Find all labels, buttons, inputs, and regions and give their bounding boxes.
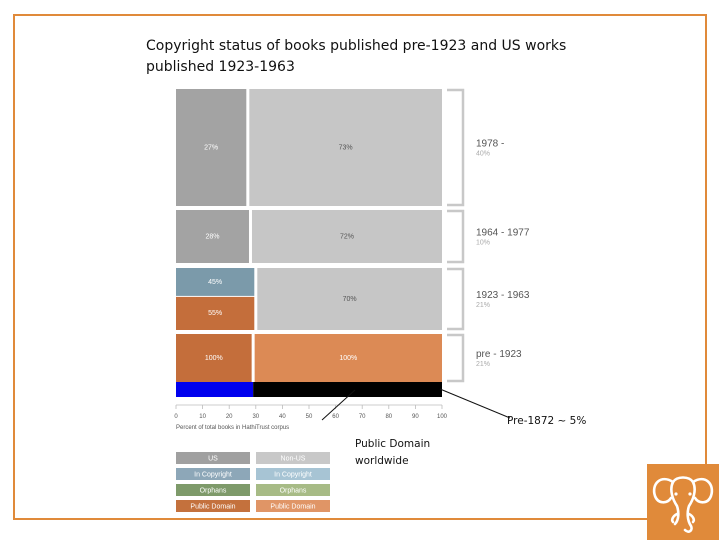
share-label: 21% [476, 361, 490, 368]
pre1872-bar [176, 382, 254, 397]
mosaic-segment [249, 89, 442, 206]
group-bracket [447, 88, 465, 207]
segment-label: 100% [339, 355, 357, 362]
x-tick-label: 100 [437, 414, 448, 420]
mosaic-segment [176, 89, 247, 206]
mosaic-sub-segment [176, 268, 255, 296]
slide-title-line-1: Copyright status of books published pre-… [146, 38, 567, 54]
hathitrust-elephant-logo [647, 464, 719, 540]
slide-frame [13, 14, 707, 520]
x-tick-label: 70 [359, 414, 366, 420]
group-bracket [447, 209, 465, 264]
x-tick-label: 10 [199, 414, 206, 420]
mosaic-segment [254, 334, 442, 382]
legend-swatch [256, 468, 330, 480]
share-label: 21% [476, 302, 490, 309]
legend-label: Public Domain [190, 504, 235, 511]
segment-label: 55% [208, 310, 222, 317]
period-label: 1978 - [476, 139, 504, 150]
x-tick-label: 60 [332, 414, 339, 420]
public-domain-note-line-2: worldwide [355, 455, 409, 467]
x-tick-label: 90 [412, 414, 419, 420]
x-tick-label: 20 [226, 414, 233, 420]
mosaic-segment [251, 210, 442, 263]
legend-label: In Copyright [274, 472, 312, 479]
mosaic-segment [176, 334, 252, 382]
public-domain-note-line-1: Public Domain [355, 438, 430, 450]
segment-label: 27% [204, 145, 218, 152]
x-tick-label: 80 [385, 414, 392, 420]
public-domain-pointer-line [321, 389, 356, 421]
group-brackets [447, 88, 465, 383]
mosaic-segment [176, 210, 249, 263]
slide-title: Copyright status of books published pre-… [146, 36, 616, 78]
share-label: 10% [476, 240, 490, 247]
public-domain-worldwide-bar [253, 382, 442, 397]
legend-swatch [176, 484, 250, 496]
legend-swatch [256, 500, 330, 512]
x-tick-label: 50 [306, 414, 313, 420]
legend: US Non-US In Copyright In Copyright Orphans O… [176, 452, 330, 512]
chart-bars: 27% 73% 28% 72% 45% 55% 70% 100% 100% [176, 89, 442, 382]
x-tick-label: 30 [252, 414, 259, 420]
x-tick-label: 0 [174, 414, 178, 420]
mosaic-segment [257, 268, 442, 330]
legend-label: Orphans [200, 488, 227, 495]
group-bracket [447, 267, 465, 331]
legend-swatch [256, 452, 330, 464]
segment-label: 45% [208, 279, 222, 286]
legend-label: US [208, 456, 218, 463]
x-tick-label: 40 [279, 414, 286, 420]
x-axis-label: Percent of total books in HathiTrust cor… [176, 425, 289, 431]
legend-swatch [256, 484, 330, 496]
segment-label: 28% [205, 234, 219, 241]
legend-swatch [176, 468, 250, 480]
legend-label: Public Domain [270, 504, 315, 511]
period-label: pre - 1923 [476, 349, 522, 360]
pre1872-pointer-line [439, 388, 511, 419]
x-axis: 0 10 20 30 40 50 60 70 80 90 100 [174, 404, 448, 420]
slide-title-line-2: published 1923-1963 [146, 59, 295, 75]
pre1872-note: Pre-1872 ~ 5% [507, 415, 586, 427]
legend-swatch [176, 452, 250, 464]
legend-swatch [176, 500, 250, 512]
segment-label: 100% [205, 355, 223, 362]
segment-label: 70% [343, 296, 357, 303]
period-label: 1923 - 1963 [476, 290, 530, 301]
elephant-icon [652, 476, 714, 533]
period-label: 1964 - 1977 [476, 228, 530, 239]
legend-label: Non-US [281, 456, 306, 463]
legend-label: In Copyright [194, 472, 232, 479]
group-bracket [447, 333, 465, 383]
share-label: 40% [476, 151, 490, 158]
mosaic-sub-segment [176, 296, 255, 330]
segment-label: 72% [340, 234, 354, 241]
legend-label: Orphans [280, 488, 307, 495]
segment-label: 73% [339, 145, 353, 152]
highlight-bars [176, 382, 442, 397]
